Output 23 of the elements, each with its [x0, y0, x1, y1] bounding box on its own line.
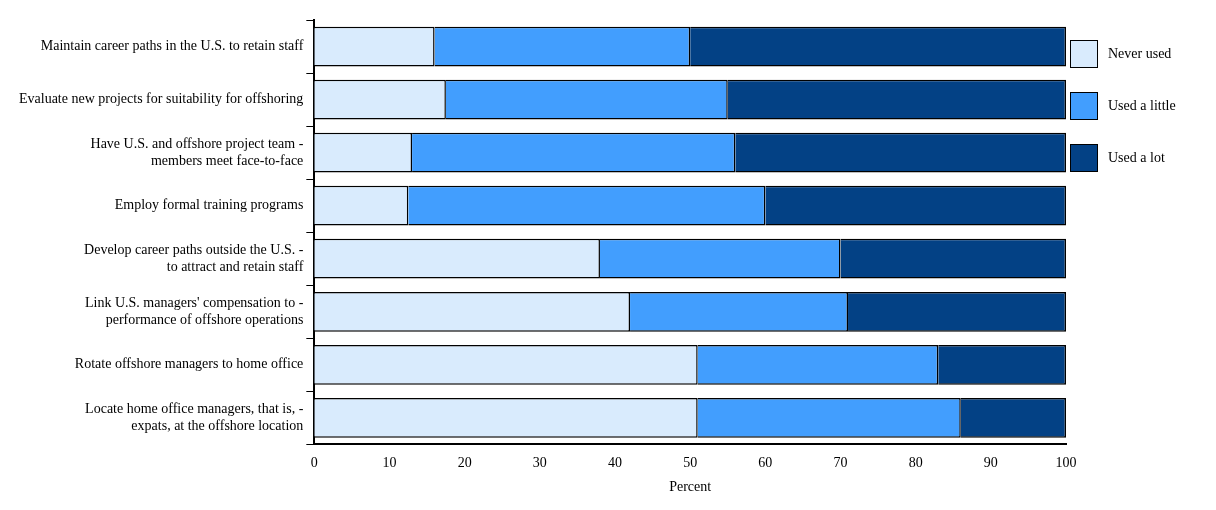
x-tick-label: 70: [833, 455, 848, 471]
x-tick-label: 80: [908, 455, 923, 471]
y-tick-label: Employ formal training programs: [114, 197, 304, 213]
y-tick-label: Locate home office managers, that is, - expats, at the offshore location: [85, 401, 304, 433]
x-tick-label: 30: [532, 455, 547, 471]
x-tick-label: 40: [608, 455, 622, 471]
legend-label: Used a lot: [1108, 150, 1165, 166]
legend-label: Never used: [1108, 46, 1172, 62]
y-tick-label: Have U.S. and offshore project team - members meet face-to-face: [90, 135, 304, 168]
y-tick-label: Rotate offshore managers to home office: [74, 356, 304, 372]
y-tick-label: Develop career paths outside the U.S. - to attract and retain staff: [84, 242, 304, 274]
text: Used a little: [1108, 98, 1176, 114]
x-tick-label: 90: [983, 455, 998, 471]
y-tick-label: Maintain career paths in the U.S. to retain staff: [40, 38, 304, 54]
x-tick-label: 50: [683, 455, 698, 471]
x-axis-title: Percent: [669, 479, 712, 495]
x-tick-label: 60: [758, 455, 773, 471]
y-tick-label: Link U.S. managers' compensation to - performance of offshore operations: [85, 295, 304, 327]
x-tick-label: 100: [1055, 455, 1077, 471]
y-tick-label: Evaluate new projects for suitability for offshoring: [18, 91, 304, 107]
x-tick-label: 10: [382, 455, 397, 471]
x-tick-label: 0: [310, 455, 318, 471]
x-tick-label: 20: [457, 455, 472, 471]
